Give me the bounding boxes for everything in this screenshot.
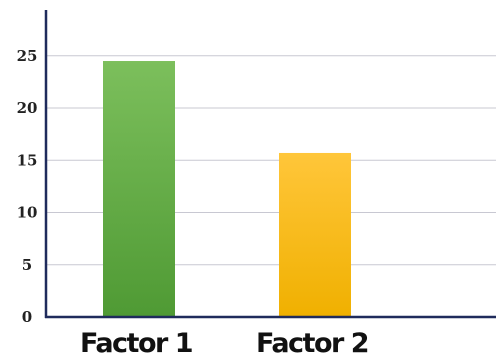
y-tick-label: 10 — [17, 204, 38, 222]
y-tick-label: 25 — [17, 47, 38, 65]
x-tick-label: Factor 1 — [80, 328, 192, 358]
x-tick-label: Factor 2 — [256, 328, 368, 358]
bar-factor-2 — [279, 152, 351, 317]
y-tick-label: 0 — [22, 308, 32, 326]
y-tick-label: 20 — [17, 99, 38, 117]
y-tick-label: 5 — [22, 256, 32, 274]
bar-factor-1 — [103, 61, 175, 317]
y-tick-labels: 0 5 10 15 20 25 — [17, 47, 38, 326]
x-tick-labels: Factor 1 Factor 2 — [80, 328, 370, 358]
axes — [44, 10, 496, 319]
bars — [103, 61, 351, 317]
y-tick-label: 15 — [17, 151, 38, 169]
